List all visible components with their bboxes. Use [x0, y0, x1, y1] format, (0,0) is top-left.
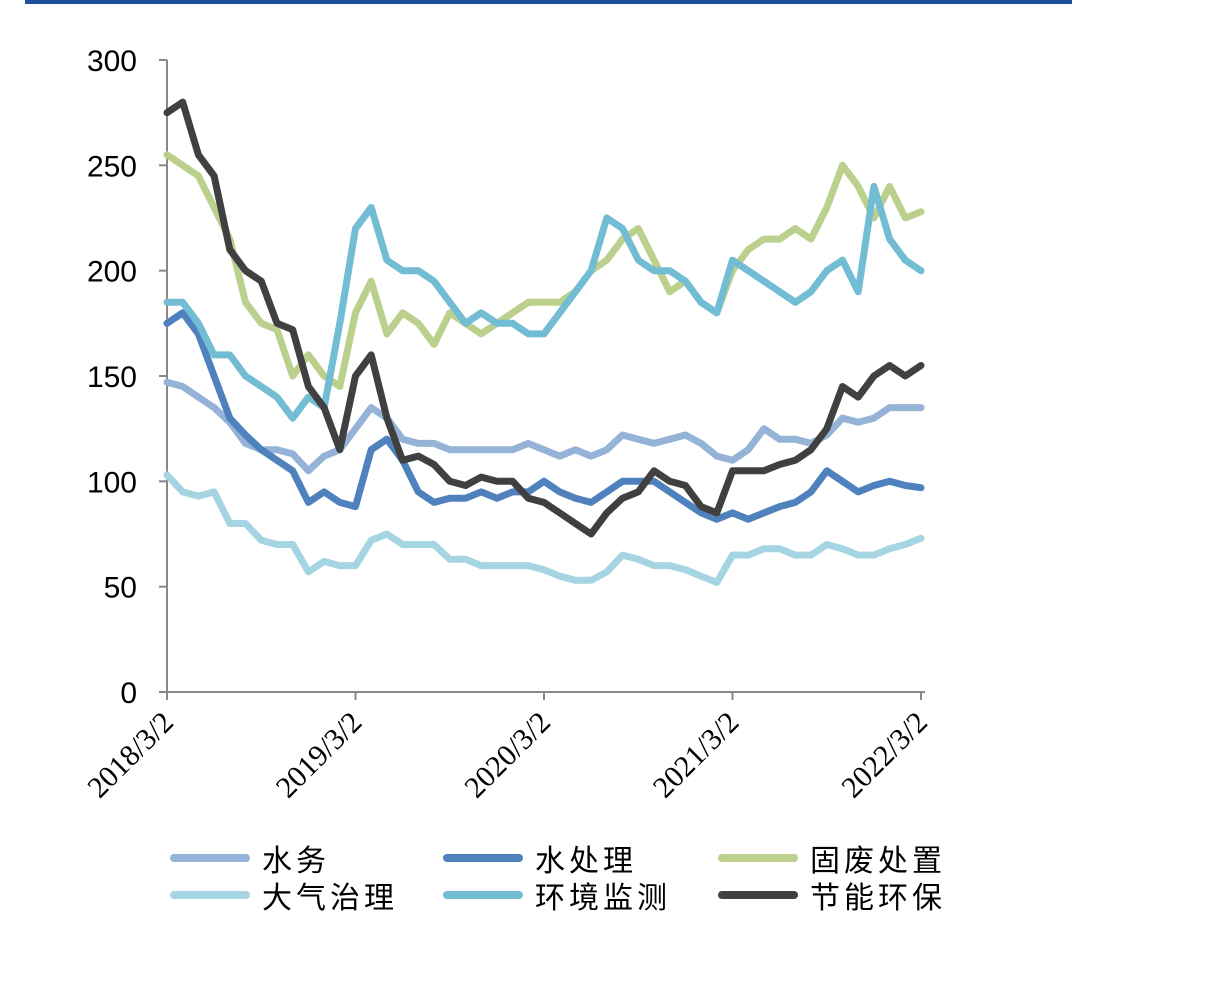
x-tick-label: 2018/3/2	[81, 706, 180, 805]
x-tick-label: 2020/3/2	[458, 706, 557, 805]
y-tick-label: 250	[87, 150, 137, 183]
series-line-5	[163, 98, 925, 538]
legend-label: 水处理	[535, 844, 637, 879]
legend-item-2: 固废处置	[718, 836, 946, 880]
x-tick-label: 2019/3/2	[270, 706, 369, 805]
x-tick-label: 2021/3/2	[647, 706, 746, 805]
legend-item-5: 节能环保	[718, 873, 946, 917]
legend-label: 环境监测	[535, 881, 671, 916]
legend-item-3: 大气治理	[170, 873, 398, 917]
y-tick-label: 200	[87, 256, 137, 289]
y-tick-label: 100	[87, 466, 137, 499]
series-line-3	[163, 471, 925, 586]
legend-swatch	[170, 891, 250, 899]
legend-swatch	[718, 891, 798, 899]
top-rule	[25, 0, 1072, 4]
y-tick-label: 150	[87, 361, 137, 394]
legend-swatch	[170, 854, 250, 862]
series-line-1	[163, 309, 925, 523]
legend-label: 水务	[262, 844, 330, 879]
series-line-4	[163, 182, 925, 422]
y-tick-label: 0	[120, 677, 137, 710]
legend-swatch	[443, 891, 523, 899]
x-tick-label: 2022/3/2	[835, 706, 934, 805]
legend-label: 固废处置	[810, 844, 946, 879]
legend-label: 节能环保	[810, 881, 946, 916]
y-tick-label: 300	[87, 45, 137, 78]
legend-item-4: 环境监测	[443, 873, 671, 917]
y-tick-label: 50	[104, 572, 137, 605]
legend-item-1: 水处理	[443, 836, 637, 880]
series-line-2	[163, 151, 925, 390]
legend-swatch	[443, 854, 523, 862]
legend-swatch	[718, 854, 798, 862]
series-line-0	[163, 378, 925, 475]
legend-label: 大气治理	[262, 881, 398, 916]
legend-item-0: 水务	[170, 836, 330, 880]
